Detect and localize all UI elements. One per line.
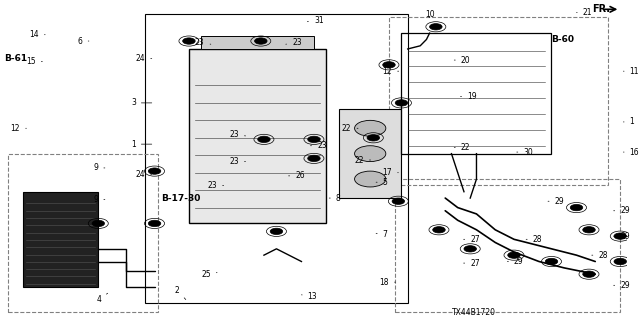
Text: 28: 28: [526, 235, 542, 244]
Circle shape: [570, 204, 583, 211]
Text: 11: 11: [623, 67, 639, 76]
Circle shape: [614, 233, 627, 239]
Text: 16: 16: [623, 148, 639, 156]
Text: 14: 14: [29, 30, 45, 39]
Text: 27: 27: [463, 235, 480, 244]
Circle shape: [464, 246, 476, 252]
Text: 27: 27: [463, 259, 480, 268]
Text: 20: 20: [454, 56, 470, 65]
Circle shape: [270, 228, 283, 235]
Circle shape: [308, 155, 320, 162]
Circle shape: [367, 135, 380, 141]
Text: 12: 12: [383, 67, 399, 76]
Bar: [396, 179, 620, 312]
Text: 22: 22: [454, 143, 470, 152]
Text: 23: 23: [229, 157, 246, 166]
Circle shape: [355, 171, 386, 187]
Circle shape: [258, 136, 270, 142]
Circle shape: [355, 120, 386, 136]
Circle shape: [583, 227, 595, 233]
Circle shape: [92, 220, 104, 227]
Bar: [389, 17, 608, 185]
Text: 4: 4: [97, 293, 108, 304]
Bar: [189, 49, 326, 223]
Text: 1: 1: [623, 117, 634, 126]
Circle shape: [545, 258, 557, 265]
Text: 24: 24: [136, 170, 152, 179]
Circle shape: [396, 100, 408, 106]
Text: 30: 30: [516, 148, 533, 156]
Text: 29: 29: [614, 281, 630, 290]
Text: TX44B1720: TX44B1720: [451, 308, 495, 317]
Text: 6: 6: [78, 36, 89, 45]
Text: FR.: FR.: [592, 4, 610, 14]
Text: 8: 8: [329, 194, 340, 203]
Circle shape: [508, 252, 520, 258]
Text: B-17-30: B-17-30: [161, 194, 200, 203]
Text: 9: 9: [93, 164, 105, 172]
Text: 29: 29: [614, 232, 630, 241]
Text: 22: 22: [355, 156, 371, 164]
Text: 1: 1: [131, 140, 152, 148]
Circle shape: [614, 258, 627, 265]
Circle shape: [392, 198, 404, 204]
Circle shape: [383, 62, 396, 68]
Text: 23: 23: [229, 130, 246, 139]
Text: 22: 22: [342, 124, 358, 133]
Text: B-61: B-61: [4, 54, 28, 63]
Circle shape: [583, 271, 595, 277]
Text: 2: 2: [175, 285, 186, 300]
Text: 12: 12: [11, 124, 26, 133]
Text: 28: 28: [592, 251, 608, 260]
Text: 21: 21: [577, 8, 592, 17]
Text: 31: 31: [307, 16, 324, 25]
Text: 3: 3: [131, 99, 152, 108]
Bar: [23, 192, 99, 287]
Text: 19: 19: [461, 92, 477, 101]
Text: 5: 5: [376, 178, 388, 187]
Text: 24: 24: [136, 54, 152, 63]
Bar: [401, 33, 552, 154]
Text: 13: 13: [301, 292, 317, 301]
Text: 23: 23: [195, 38, 211, 47]
Text: 15: 15: [26, 57, 42, 66]
Text: 18: 18: [380, 278, 396, 287]
Bar: [339, 109, 401, 198]
Circle shape: [255, 38, 267, 44]
Text: 10: 10: [425, 10, 435, 19]
Bar: [202, 36, 314, 49]
Circle shape: [148, 168, 161, 174]
Text: 17: 17: [383, 168, 398, 177]
Text: 29: 29: [508, 257, 524, 266]
Text: 23: 23: [207, 181, 223, 190]
Circle shape: [148, 220, 161, 227]
Circle shape: [355, 146, 386, 162]
Circle shape: [308, 136, 320, 142]
Text: 23: 23: [310, 141, 326, 150]
Text: 23: 23: [286, 38, 301, 47]
Text: 29: 29: [548, 197, 564, 206]
Text: 7: 7: [376, 230, 388, 239]
Circle shape: [429, 24, 442, 30]
Text: 26: 26: [289, 172, 305, 180]
Bar: [8, 154, 157, 312]
Text: 29: 29: [614, 206, 630, 215]
Text: B-60: B-60: [552, 35, 575, 44]
Circle shape: [182, 38, 195, 44]
Circle shape: [433, 227, 445, 233]
Text: 9: 9: [93, 195, 105, 204]
Bar: [145, 14, 408, 303]
Text: 25: 25: [201, 270, 217, 279]
